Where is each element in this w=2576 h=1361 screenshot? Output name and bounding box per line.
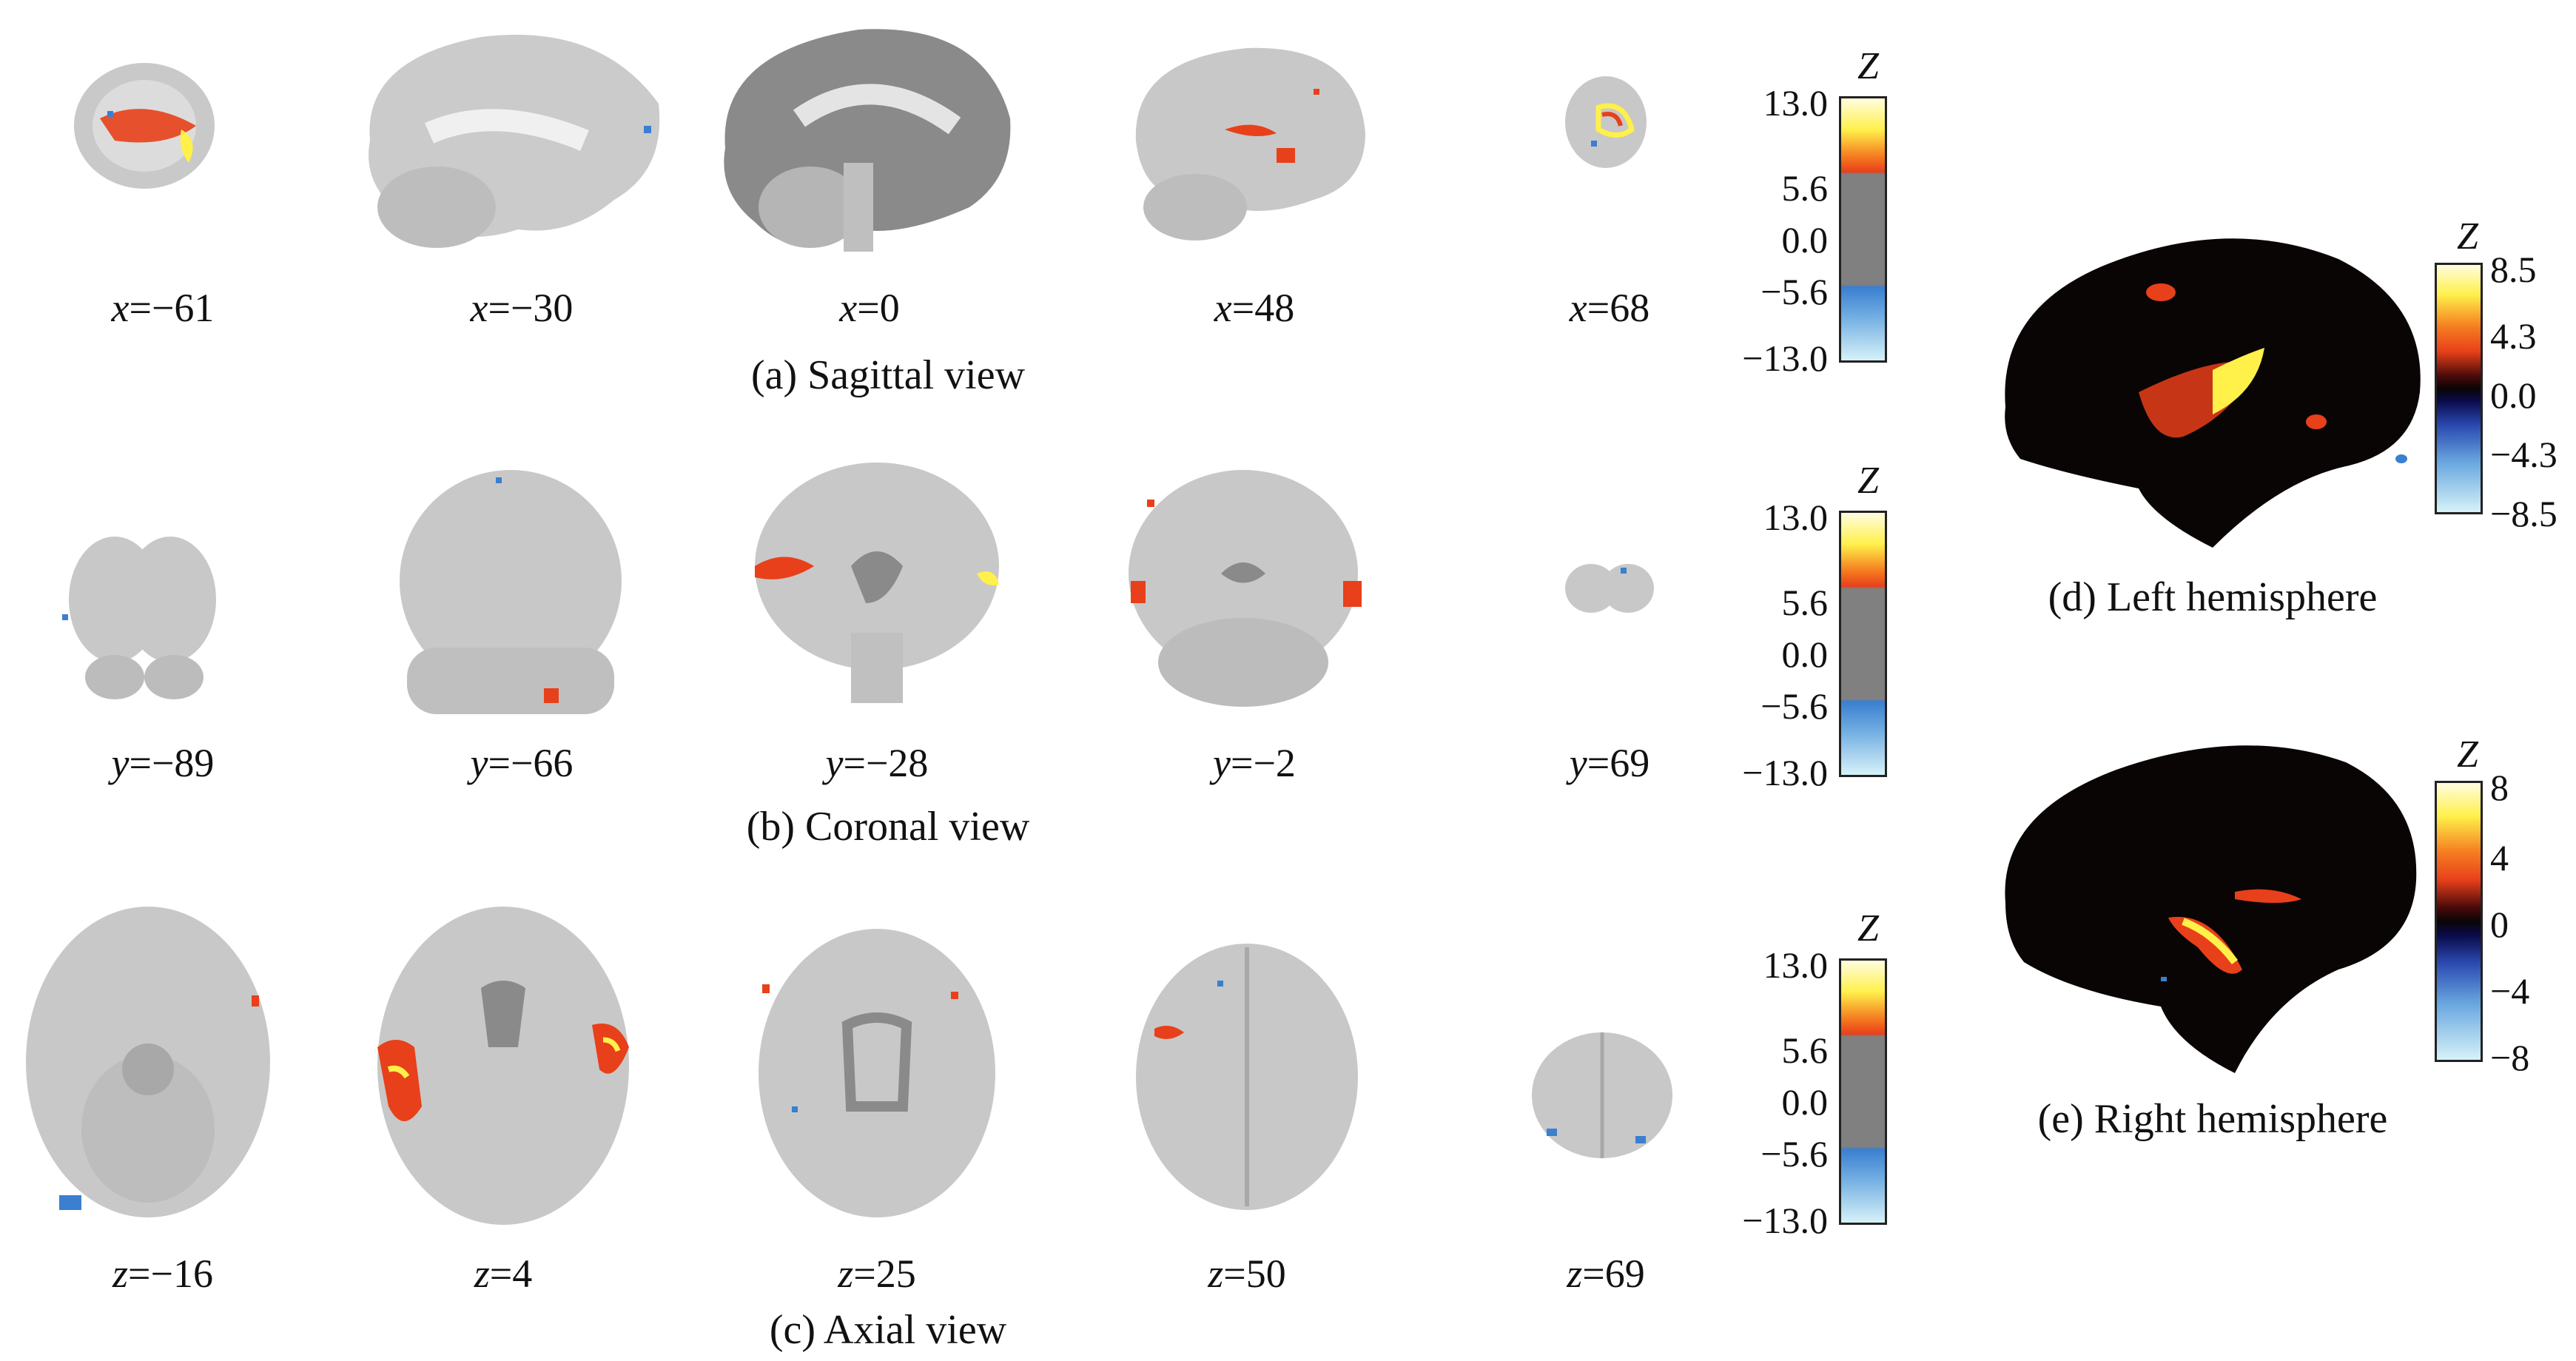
colorbar-tick: −4 xyxy=(2490,970,2530,1012)
coronal-slice-1 xyxy=(52,518,229,710)
colorbar-title: Z xyxy=(2457,733,2478,776)
colorbar-title: Z xyxy=(2457,215,2478,258)
slice-label: x=−30 xyxy=(470,286,574,330)
colorbar-gradient xyxy=(1839,96,1887,363)
axial-slice-5 xyxy=(1524,1025,1680,1166)
axial-slice-2 xyxy=(363,899,644,1232)
colorbar-sagittal: Z 13.0 5.6 0.0 −5.6 −13.0 xyxy=(1702,44,1909,379)
colorbar-left-hemisphere: Z 8.5 4.3 0.0 −4.3 −8.5 xyxy=(2361,215,2568,540)
axial-slice-4 xyxy=(1129,936,1365,1217)
sagittal-slice-4 xyxy=(1121,30,1373,252)
panel-caption-sagittal: (a) Sagittal view xyxy=(750,352,1026,398)
colorbar-tick: −5.6 xyxy=(1761,271,1828,312)
slice-label: x=68 xyxy=(1569,286,1650,330)
panel-caption-coronal: (b) Coronal view xyxy=(746,804,1030,850)
colorbar-tick: −13.0 xyxy=(1742,337,1828,379)
colorbar-tick: 0 xyxy=(2490,904,2509,945)
colorbar-tick: 8 xyxy=(2490,767,2509,808)
colorbar-tick: 5.6 xyxy=(1781,582,1829,623)
panel-caption-right-hemisphere: (e) Right hemisphere xyxy=(2037,1096,2388,1142)
slice-label: y=−28 xyxy=(825,741,929,785)
colorbar-title: Z xyxy=(1857,907,1879,950)
colorbar-gradient xyxy=(2435,781,2483,1062)
colorbar-coronal: Z 13.0 5.6 0.0 −5.6 −13.0 xyxy=(1702,459,1909,793)
colorbar-tick: 0.0 xyxy=(2490,374,2537,416)
colorbar-tick: 8.5 xyxy=(2490,249,2537,290)
coronal-slice-4 xyxy=(1117,463,1369,710)
sagittal-slice-5 xyxy=(1554,67,1658,178)
slice-label: x=0 xyxy=(839,286,900,330)
slice-label: z=50 xyxy=(1208,1251,1286,1296)
coronal-slice-5 xyxy=(1561,559,1658,618)
panel-caption-axial: (c) Axial view xyxy=(769,1307,1007,1353)
colorbar-tick: −4.3 xyxy=(2490,434,2557,475)
slice-label: y=−2 xyxy=(1213,741,1296,785)
colorbar-tick: −5.6 xyxy=(1761,685,1828,727)
colorbar-tick: −8.5 xyxy=(2490,493,2557,534)
axial-slice-1 xyxy=(15,899,281,1225)
slice-label: x=−61 xyxy=(111,286,215,330)
right-hemisphere-surface xyxy=(1991,733,2435,1084)
colorbar-gradient xyxy=(1839,511,1887,777)
colorbar-tick: 0.0 xyxy=(1781,634,1829,675)
left-hemisphere-surface xyxy=(1991,222,2435,551)
colorbar-tick: 5.6 xyxy=(1781,167,1829,209)
sagittal-slice-2 xyxy=(348,15,673,266)
colorbar-tick: 13.0 xyxy=(1763,82,1829,124)
colorbar-tick: 0.0 xyxy=(1781,1081,1829,1123)
coronal-slice-3 xyxy=(740,455,1014,707)
colorbar-tick: 13.0 xyxy=(1763,497,1829,538)
colorbar-title: Z xyxy=(1857,45,1879,87)
sagittal-slice-3 xyxy=(710,15,1021,274)
slice-label: z=4 xyxy=(474,1251,533,1296)
colorbar-tick: −13.0 xyxy=(1742,1200,1828,1241)
coronal-slice-2 xyxy=(392,463,629,718)
colorbar-gradient xyxy=(2435,263,2483,514)
slice-label: y=−66 xyxy=(470,741,574,785)
slice-label: y=−89 xyxy=(111,741,215,785)
colorbar-gradient xyxy=(1839,958,1887,1225)
axial-slice-3 xyxy=(747,921,1006,1225)
colorbar-right-hemisphere: Z 8 4 0 −4 −8 xyxy=(2361,733,2568,1078)
colorbar-tick: −13.0 xyxy=(1742,752,1828,793)
slice-label: z=25 xyxy=(838,1251,916,1296)
colorbar-title: Z xyxy=(1857,460,1879,502)
slice-label: z=−16 xyxy=(112,1251,213,1296)
colorbar-tick: 13.0 xyxy=(1763,944,1829,986)
sagittal-slice-1 xyxy=(56,44,233,215)
colorbar-tick: 4 xyxy=(2490,837,2509,878)
slice-label: z=69 xyxy=(1567,1251,1645,1296)
colorbar-tick: 5.6 xyxy=(1781,1029,1829,1071)
colorbar-tick: −5.6 xyxy=(1761,1133,1828,1175)
colorbar-tick: −8 xyxy=(2490,1037,2530,1078)
colorbar-tick: 4.3 xyxy=(2490,315,2537,357)
colorbar-axial: Z 13.0 5.6 0.0 −5.6 −13.0 xyxy=(1702,907,1909,1241)
slice-label: x=48 xyxy=(1214,286,1295,330)
panel-caption-left-hemisphere: (d) Left hemisphere xyxy=(2048,574,2378,620)
slice-label: y=69 xyxy=(1569,741,1650,785)
colorbar-tick: 0.0 xyxy=(1781,219,1829,261)
